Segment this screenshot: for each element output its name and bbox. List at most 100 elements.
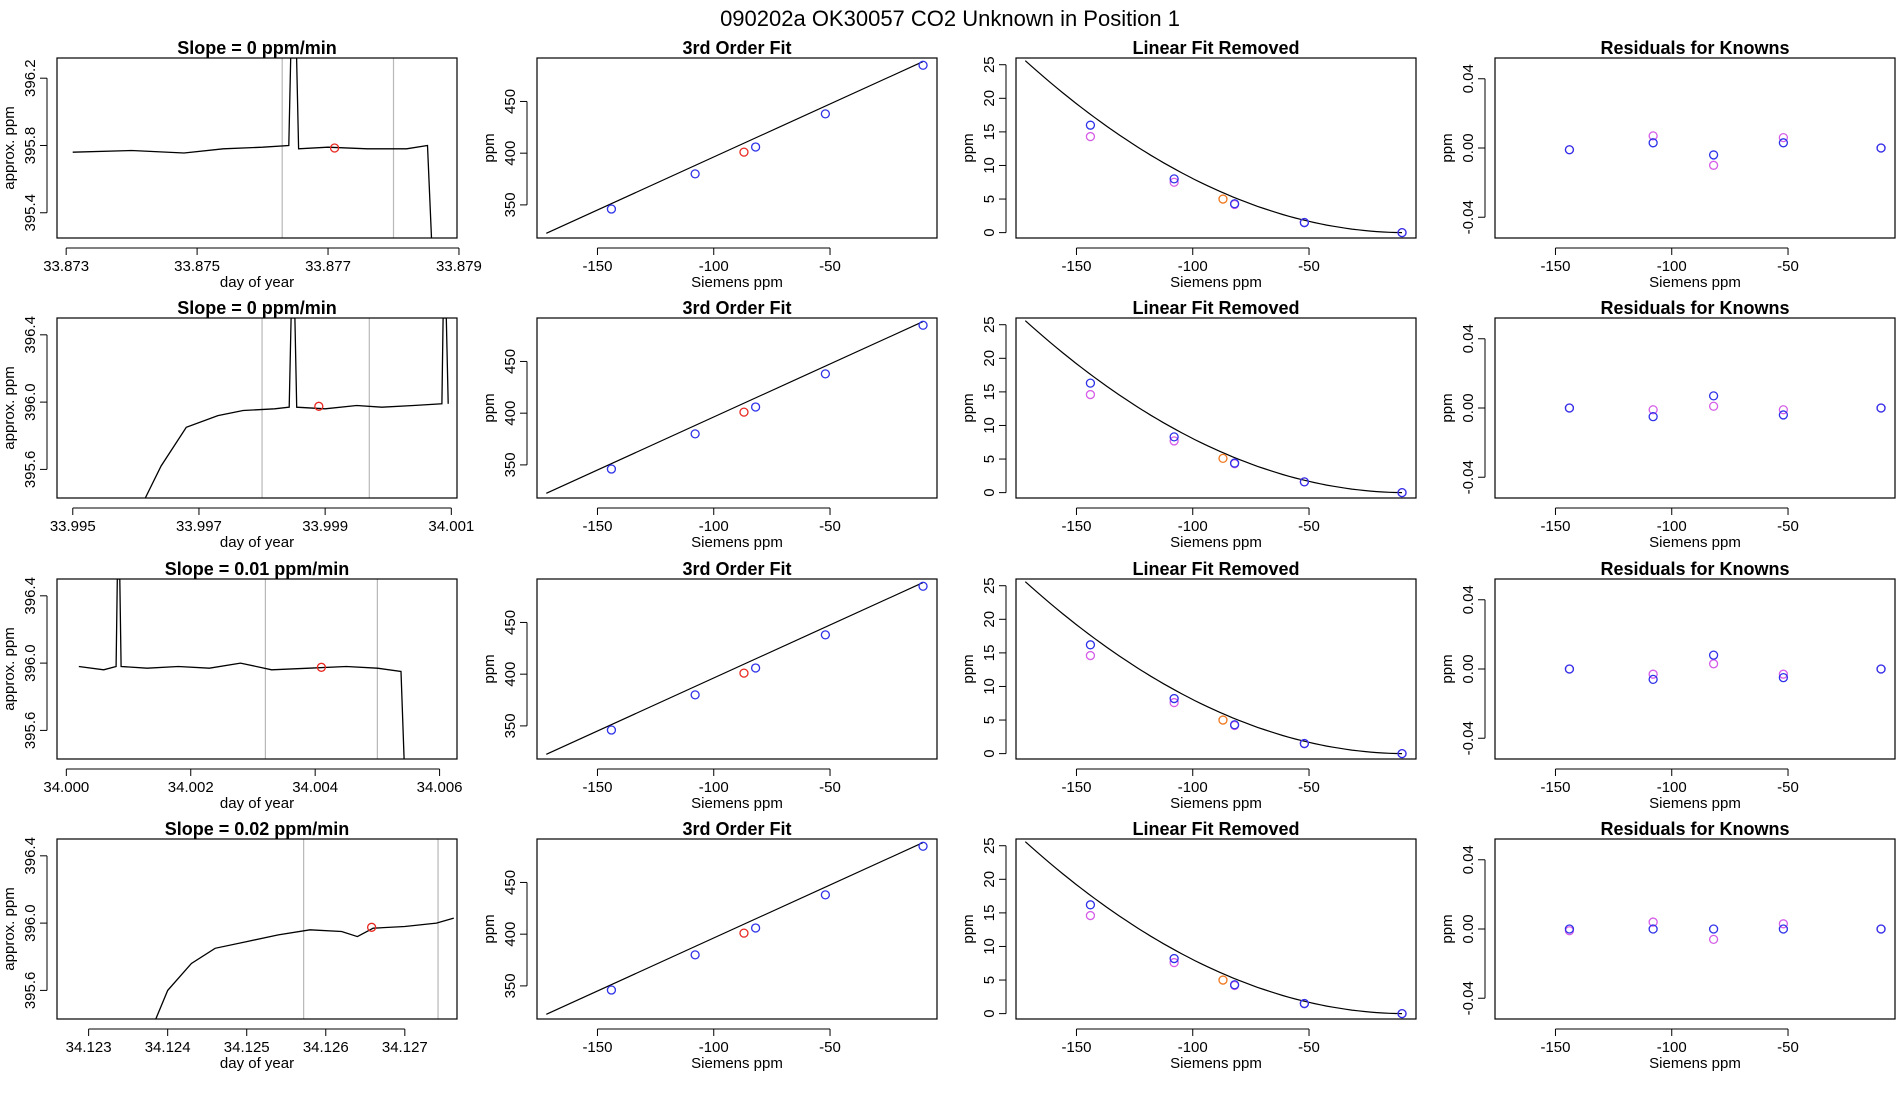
- panel-title: Linear Fit Removed: [1132, 819, 1299, 839]
- x-tick-label: 33.997: [176, 518, 222, 535]
- plot-area: [546, 841, 928, 1015]
- known-point: [1648, 138, 1658, 148]
- y-tick-label: 0: [981, 749, 998, 757]
- plot-frame: [56, 838, 458, 1020]
- unknown-point: [739, 668, 749, 678]
- y-tick-label: 400: [502, 922, 519, 947]
- known-point: [1085, 120, 1096, 130]
- x-axis-label: Siemens ppm: [1170, 274, 1262, 291]
- x-tick-label: 34.125: [224, 1039, 270, 1056]
- fit-curve: [1024, 60, 1403, 234]
- y-axis-label: ppm: [1439, 914, 1456, 943]
- y-tick-label: 0.04: [1460, 324, 1477, 353]
- y-tick-label: 5: [981, 455, 998, 463]
- known-point: [918, 841, 928, 851]
- y-tick-label: 0.00: [1460, 654, 1477, 683]
- x-tick-label: 34.002: [168, 779, 214, 796]
- known-point: [1085, 640, 1096, 650]
- y-tick-label: 0: [981, 228, 998, 236]
- known-point: [1778, 924, 1789, 934]
- plot-area: [546, 320, 928, 494]
- y-tick-label: 15: [981, 645, 998, 662]
- panel-title: Slope = 0 ppm/min: [177, 298, 337, 318]
- plot-frame: [536, 578, 938, 760]
- known-point: [690, 950, 700, 960]
- y-tick-label: 350: [502, 973, 519, 998]
- known-point: [1299, 998, 1310, 1009]
- x-axis-label: Siemens ppm: [1170, 534, 1262, 551]
- known-point: [820, 630, 831, 640]
- y-tick-label: 396.4: [22, 316, 39, 354]
- x-tick-label: -150: [1540, 1039, 1570, 1056]
- chart-panel: Residuals for Knowns -150 -100 -50 Siemens p…: [1439, 298, 1896, 551]
- panel-title: Slope = 0.01 ppm/min: [165, 559, 350, 579]
- known-point: [918, 320, 928, 330]
- plot-area: [546, 581, 928, 755]
- known-point: [1778, 138, 1789, 148]
- x-axis-label: Siemens ppm: [691, 1055, 783, 1072]
- y-axis-label: ppm: [960, 914, 977, 943]
- y-tick-label: 15: [981, 124, 998, 141]
- known-point: [1876, 403, 1886, 413]
- known-point: [750, 142, 761, 152]
- chart-panel: Linear Fit Removed -150 -100 -50 Siemens ppm…: [960, 559, 1417, 812]
- plot-area: [155, 917, 454, 1019]
- x-axis-label: day of year: [220, 274, 294, 291]
- known-point-alt: [1708, 659, 1719, 669]
- plot-area: [546, 60, 928, 234]
- y-axis-label: ppm: [1439, 393, 1456, 422]
- x-tick-label: -150: [1061, 518, 1091, 535]
- known-point: [1229, 199, 1240, 209]
- x-tick-label: -50: [1777, 779, 1799, 796]
- y-tick-label: 396.4: [22, 577, 39, 615]
- y-tick-label: 5: [981, 976, 998, 984]
- known-point: [1229, 458, 1240, 468]
- x-tick-label: 33.999: [302, 518, 348, 535]
- y-tick-label: -0.04: [1460, 200, 1477, 234]
- x-tick-label: -150: [1061, 779, 1091, 796]
- x-axis-label: Siemens ppm: [1649, 1055, 1741, 1072]
- y-tick-label: 395.4: [22, 194, 39, 232]
- x-tick-label: -100: [699, 1039, 729, 1056]
- known-point-alt: [1778, 405, 1789, 415]
- known-point: [1169, 693, 1179, 704]
- x-tick-label: 33.877: [305, 258, 351, 275]
- y-tick-label: 400: [502, 141, 519, 166]
- y-axis-label: approx. ppm: [1, 366, 18, 449]
- fit-curve: [546, 321, 924, 494]
- y-axis-label: ppm: [481, 393, 498, 422]
- x-tick-label: -150: [1540, 258, 1570, 275]
- y-tick-label: 15: [981, 905, 998, 922]
- known-point-alt: [1648, 917, 1658, 927]
- panel-title: 3rd Order Fit: [682, 298, 791, 318]
- x-tick-label: -50: [1777, 258, 1799, 275]
- known-point-alt: [1085, 650, 1096, 661]
- known-point: [1564, 145, 1575, 155]
- x-axis-label: Siemens ppm: [1170, 1055, 1262, 1072]
- y-tick-label: 0: [981, 488, 998, 496]
- x-tick-label: 34.124: [145, 1039, 191, 1056]
- panel-title: Residuals for Knowns: [1600, 38, 1789, 58]
- plot-frame: [536, 57, 938, 239]
- plot-frame: [56, 317, 458, 499]
- x-tick-label: -150: [1540, 779, 1570, 796]
- x-tick-label: -150: [582, 258, 612, 275]
- known-point: [1397, 487, 1407, 498]
- known-point: [820, 890, 831, 900]
- unknown-marker: [329, 143, 340, 153]
- known-point: [750, 923, 761, 933]
- y-tick-label: 395.8: [22, 127, 39, 165]
- x-tick-label: -100: [1178, 1039, 1208, 1056]
- known-point-alt: [1169, 957, 1179, 968]
- x-axis-label: day of year: [220, 795, 294, 812]
- known-point: [1169, 174, 1179, 184]
- panel-title: Linear Fit Removed: [1132, 38, 1299, 58]
- plot-frame: [1015, 317, 1417, 499]
- known-point: [1564, 664, 1575, 674]
- x-tick-label: -50: [1777, 1039, 1799, 1056]
- known-point: [820, 369, 831, 379]
- x-axis-label: Siemens ppm: [691, 534, 783, 551]
- x-tick-label: -100: [1657, 518, 1687, 535]
- x-tick-label: -50: [1298, 518, 1320, 535]
- y-tick-label: -0.04: [1460, 981, 1477, 1015]
